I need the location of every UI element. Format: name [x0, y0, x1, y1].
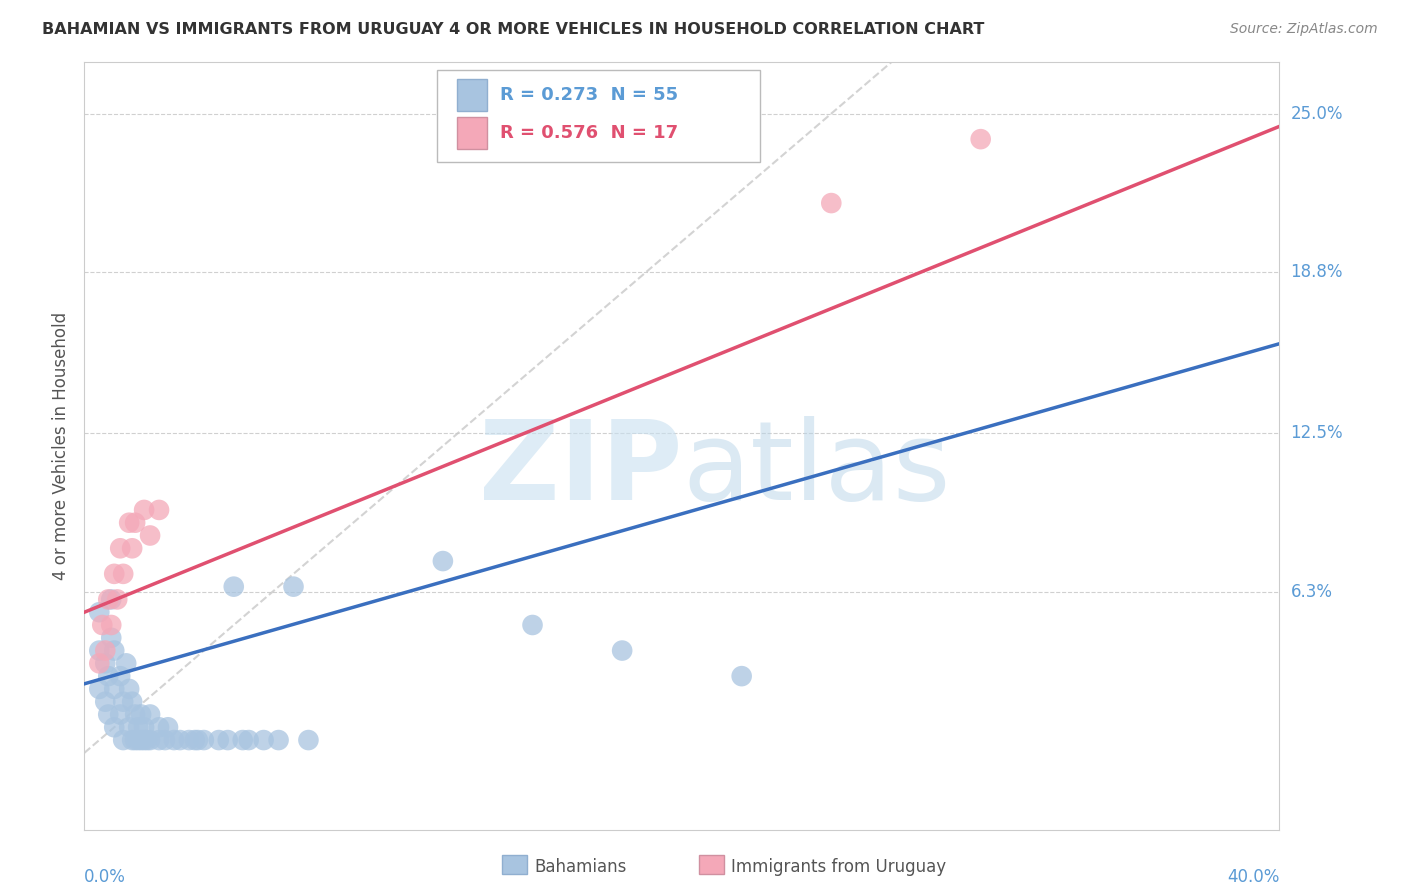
Text: R = 0.273  N = 55: R = 0.273 N = 55 [501, 86, 678, 103]
Point [103, 566, 125, 581]
Point [193, 733, 215, 747]
Point [148, 503, 170, 517]
Point [124, 707, 146, 722]
FancyBboxPatch shape [457, 78, 486, 111]
Text: BAHAMIAN VS IMMIGRANTS FROM URUGUAY 4 OR MORE VEHICLES IN HOUSEHOLD CORRELATION : BAHAMIAN VS IMMIGRANTS FROM URUGUAY 4 OR… [42, 22, 984, 37]
Point [124, 733, 146, 747]
Point [110, 541, 132, 556]
Point [100, 631, 122, 645]
Text: Source: ZipAtlas.com: Source: ZipAtlas.com [1230, 22, 1378, 37]
Point [432, 554, 454, 568]
Text: Immigrants from Uruguay: Immigrants from Uruguay [731, 858, 946, 876]
Point [139, 707, 162, 722]
Point [91, 618, 114, 632]
Point [132, 720, 156, 734]
Point [238, 733, 260, 747]
Point [89, 681, 111, 696]
Point [731, 669, 754, 683]
Point [127, 733, 149, 747]
Point [94, 695, 117, 709]
Point [105, 592, 128, 607]
Point [118, 516, 141, 530]
Point [121, 541, 143, 556]
Point [148, 720, 170, 734]
Point [124, 516, 146, 530]
Point [187, 733, 209, 747]
Point [522, 618, 544, 632]
Point [132, 503, 156, 517]
Point [169, 733, 191, 747]
Point [121, 695, 143, 709]
Text: R = 0.576  N = 17: R = 0.576 N = 17 [501, 124, 678, 142]
Point [153, 733, 176, 747]
Point [208, 733, 231, 747]
Text: atlas: atlas [682, 416, 950, 523]
Y-axis label: 4 or more Vehicles in Household: 4 or more Vehicles in Household [52, 312, 70, 580]
Text: 12.5%: 12.5% [1291, 425, 1343, 442]
Point [118, 720, 141, 734]
Point [112, 695, 135, 709]
FancyBboxPatch shape [457, 117, 486, 149]
Point [112, 733, 135, 747]
Point [89, 605, 111, 619]
Point [217, 733, 239, 747]
Point [103, 681, 125, 696]
FancyBboxPatch shape [437, 70, 759, 162]
Point [139, 528, 162, 542]
Point [112, 566, 135, 581]
Point [100, 592, 122, 607]
Point [253, 733, 276, 747]
Point [136, 733, 159, 747]
Point [97, 707, 120, 722]
Text: 18.8%: 18.8% [1291, 263, 1343, 281]
Point [118, 681, 141, 696]
Point [110, 707, 132, 722]
Point [121, 733, 143, 747]
Point [297, 733, 319, 747]
Point [970, 132, 993, 146]
Point [148, 733, 170, 747]
Text: 25.0%: 25.0% [1291, 104, 1343, 122]
Point [115, 657, 138, 671]
Point [283, 580, 305, 594]
Point [157, 720, 180, 734]
Point [97, 592, 120, 607]
Point [100, 618, 122, 632]
Point [94, 643, 117, 657]
Text: 40.0%: 40.0% [1227, 869, 1279, 887]
Point [267, 733, 290, 747]
Point [129, 707, 152, 722]
Point [129, 733, 152, 747]
Point [184, 733, 207, 747]
Point [110, 669, 132, 683]
Point [163, 733, 186, 747]
Point [89, 657, 111, 671]
Point [94, 657, 117, 671]
Point [103, 720, 125, 734]
Text: ZIP: ZIP [478, 416, 682, 523]
Text: Bahamians: Bahamians [534, 858, 627, 876]
Point [89, 643, 111, 657]
Point [103, 643, 125, 657]
Point [232, 733, 254, 747]
Text: 0.0%: 0.0% [84, 869, 127, 887]
Point [820, 196, 842, 211]
Text: 6.3%: 6.3% [1291, 582, 1333, 600]
Point [612, 643, 634, 657]
Point [222, 580, 245, 594]
Point [97, 669, 120, 683]
Point [177, 733, 200, 747]
Point [127, 720, 149, 734]
Point [132, 733, 156, 747]
Point [139, 733, 162, 747]
